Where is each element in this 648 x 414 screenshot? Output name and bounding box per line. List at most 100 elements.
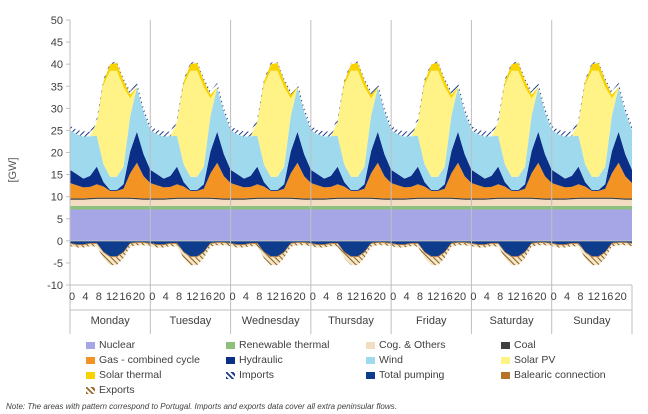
hour-tick-label: 0 [551,291,557,303]
legend-swatch [366,356,375,364]
y-tick-label: 40 [51,59,63,71]
footnote: Note: The areas with pattern correspond … [6,402,397,411]
hour-tick-label: 20 [133,291,145,303]
legend-label: Balearic connection [514,369,606,381]
legend-item-wind: Wind [366,354,403,366]
legend-label: Hydraulic [239,354,283,366]
hour-tick-label: 4 [82,291,88,303]
legend-swatch [226,371,235,379]
area-renewable-thermal [70,205,632,210]
hour-tick-label: 0 [310,291,316,303]
legend-swatch [501,371,510,379]
hour-tick-label: 8 [497,291,503,303]
legend-swatch [226,341,235,349]
y-tick-label: 5 [57,214,63,226]
hour-tick-label: 12 [507,291,519,303]
legend-swatch [86,371,95,379]
hour-tick-label: 12 [588,291,600,303]
legend-label: Coal [514,339,536,351]
legend-item-total-pumping: Total pumping [366,369,444,381]
hour-tick-label: 0 [230,291,236,303]
day-label: Tuesday [170,315,212,327]
legend-swatch [86,356,95,364]
hour-tick-label: 16 [601,291,613,303]
legend-label: Nuclear [99,339,136,351]
hour-tick-label: 20 [534,291,546,303]
y-tick-label: 10 [51,192,63,204]
legend-item-solar-thermal: Solar thermal [86,369,161,381]
hour-tick-label: 8 [176,291,182,303]
legend-label: Total pumping [379,369,445,381]
area-hydraulic [70,131,632,191]
hour-tick-label: 20 [454,291,466,303]
area-exports [70,243,632,266]
hour-tick-label: 4 [243,291,249,303]
area-total-pumping [70,240,632,257]
hour-tick-label: 20 [374,291,386,303]
day-label: Thursday [328,315,374,327]
legend-item-balearic: Balearic connection [501,369,606,381]
area-balearic [70,242,632,258]
hour-tick-label: 0 [149,291,155,303]
legend-swatch [501,356,510,364]
hour-tick-label: 4 [564,291,570,303]
hour-tick-label: 0 [390,291,396,303]
hour-tick-label: 12 [186,291,198,303]
legend-swatch [366,341,375,349]
hour-tick-label: 12 [106,291,118,303]
hour-tick-label: 8 [417,291,423,303]
hour-tick-label: 12 [347,291,359,303]
legend-item-gas: Gas - combined cycle [86,354,200,366]
hour-tick-label: 12 [267,291,279,303]
legend-item-solar-pv: Solar PV [501,354,555,366]
day-label: Saturday [490,315,535,327]
hour-tick-label: 4 [163,291,169,303]
area-nuclear [70,209,632,241]
day-label: Sunday [573,315,611,327]
legend-label: Gas - combined cycle [99,354,200,366]
hour-tick-label: 20 [293,291,305,303]
legend-item-exports: Exports [86,384,135,396]
day-label: Monday [91,315,131,327]
hour-tick-label: 8 [577,291,583,303]
y-tick-label: 15 [51,170,63,182]
legend-swatch [86,386,95,394]
y-tick-label: 25 [51,125,63,137]
hour-tick-label: 20 [614,291,626,303]
hour-tick-label: 4 [323,291,329,303]
legend-swatch [226,356,235,364]
day-label: Wednesday [242,315,300,327]
hour-tick-label: 4 [403,291,409,303]
legend-item-hydraulic: Hydraulic [226,354,283,366]
legend-swatch [86,341,95,349]
hour-tick-label: 16 [200,291,212,303]
legend-item-coal: Coal [501,339,536,351]
area-wind [70,87,632,190]
legend-swatch [366,371,375,379]
legend-label: Imports [239,369,275,381]
area-gas [70,162,632,199]
hour-tick-label: 16 [119,291,131,303]
legend-item-renewable-thermal: Renewable thermal [226,339,329,351]
y-tick-label: 30 [51,103,63,115]
legend-label: Renewable thermal [239,339,330,351]
day-label: Friday [416,315,447,327]
y-tick-label: 0 [57,236,63,248]
area-cog-others [70,198,632,206]
legend-item-imports: Imports [226,369,274,381]
y-tick-label: -5 [53,258,63,270]
hour-tick-label: 12 [427,291,439,303]
y-tick-label: 45 [51,37,63,49]
y-axis-label: [GW] [7,157,19,182]
hour-tick-label: 8 [337,291,343,303]
hour-tick-label: 16 [360,291,372,303]
hour-tick-label: 20 [213,291,225,303]
hour-tick-label: 16 [280,291,292,303]
legend-label: Cog. & Others [379,339,446,351]
area-solar-pv [70,70,632,177]
hour-tick-label: 0 [470,291,476,303]
legend-item-cog-others: Cog. & Others [366,339,446,351]
legend-label: Solar thermal [99,369,162,381]
legend-label: Wind [379,354,403,366]
area-coal [70,197,632,200]
